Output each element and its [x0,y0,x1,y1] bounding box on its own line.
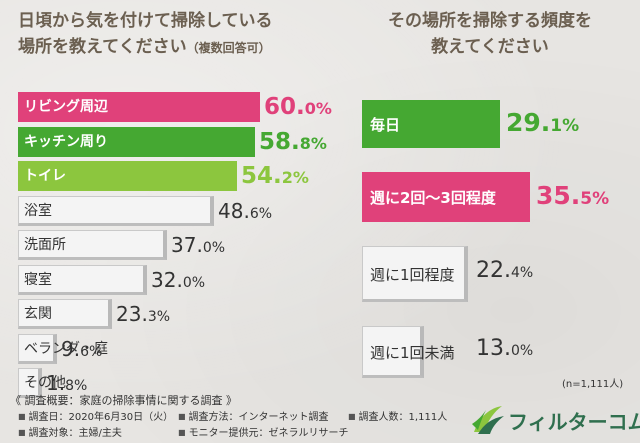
right-title-line-2: 教えてください [431,37,549,57]
place-bar-value: 9.6% [61,337,103,361]
place-bar-value: 37.0% [171,233,226,257]
place-bar-value: 23.3% [116,302,171,326]
place-bar-value: 60.0% [264,94,332,120]
place-bar-value: 32.0% [151,268,206,292]
place-bar-row: リビング周辺 60.0% [18,92,348,122]
place-bar-row: トイレ 54.2% [18,161,348,191]
place-bar [18,265,147,295]
right-title-line-1: その場所を掃除する頻度を [388,11,592,31]
frequency-bar-row: 週に1回未満 13.0% [362,326,632,378]
frequency-bar-value: 35.5% [536,181,610,210]
filtercom-logo: フィルターコム [470,402,640,438]
frequency-bar [362,172,530,222]
place-bar-value: 48.6% [218,199,273,223]
place-bar [18,299,112,329]
place-bar-label: 玄関 [24,306,52,322]
survey-summary-title: 《 調査概要：家庭の掃除事情に関する調査 》 [10,394,237,407]
survey-count: 調査人数：1,111人 [348,408,448,423]
survey-target: 調査対象：主婦/主夫 [18,424,122,439]
frequency-bar-label: 週に2回〜3回程度 [370,189,496,207]
filtercom-logo-text: フィルターコム [508,410,640,434]
place-bar [18,368,42,398]
frequency-bar-value: 13.0% [476,336,534,361]
place-bar-label: トイレ [24,168,66,184]
frequency-bar-label: 週に1回程度 [370,266,455,284]
place-bar-value: 54.2% [241,163,309,189]
frequency-bar [362,100,500,148]
place-bar [18,92,260,122]
left-title-note: （複数回答可） [186,41,271,55]
place-bar-label: 浴室 [24,203,52,219]
place-bar-value: 58.8% [259,129,327,155]
filtercom-logo-icon [472,406,504,434]
frequency-bar-label: 週に1回未満 [370,344,455,362]
frequency-bar-row: 週に1回程度 22.4% [362,246,632,302]
place-bar [18,230,167,260]
place-bar-row: 寝室 32.0% [18,265,348,295]
place-bar-label: ベランダ・庭 [24,341,108,357]
place-bar-row: その他 1.8% [18,368,348,398]
place-bar-row: 洗面所 37.0% [18,230,348,260]
left-title-line-2: 場所を教えてください [18,37,187,57]
place-bar-row: キッチン周り 58.8% [18,127,348,157]
frequency-bar-value: 29.1% [506,108,580,137]
place-bar-row: 玄関 23.3% [18,299,348,329]
place-bar-label: 寝室 [24,272,52,288]
survey-date: 調査日：2020年6月30日（火） [18,408,174,423]
left-chart-title: 日頃から気を付けて掃除している 場所を教えてください（複数回答可） [18,8,318,61]
place-bar-label: キッチン周り [24,134,108,150]
place-bar-label: リビング周辺 [24,99,108,115]
place-bar [18,334,57,364]
frequency-bar [362,326,424,378]
survey-monitor: モニター提供元：ゼネラルリサーチ [178,424,349,439]
left-title-line-1: 日頃から気を付けて掃除している [18,11,273,31]
place-bar [18,161,237,191]
place-bar-label: 洗面所 [24,237,66,253]
place-bar-row: ベランダ・庭 9.6% [18,334,348,364]
place-bar-label: その他 [24,375,66,391]
place-bar-row: 浴室 48.6% [18,196,348,226]
survey-method: 調査方法：インターネット調査 [178,408,329,423]
survey-footer: 《 調査概要：家庭の掃除事情に関する調査 》 調査日：2020年6月30日（火）… [0,392,640,443]
sample-size-note: (n=1,111人) [562,379,624,390]
frequency-bar-label: 毎日 [370,116,401,134]
place-bar [18,196,214,226]
frequency-bar [362,246,468,302]
frequency-bar-row: 週に2回〜3回程度 35.5% [362,172,632,222]
place-bar [18,127,255,157]
frequency-bar-row: 毎日 29.1% [362,100,632,148]
frequency-bar-value: 22.4% [476,258,534,283]
right-chart-title: その場所を掃除する頻度を 教えてください [360,8,620,60]
place-bar-value: 1.8% [46,371,88,395]
